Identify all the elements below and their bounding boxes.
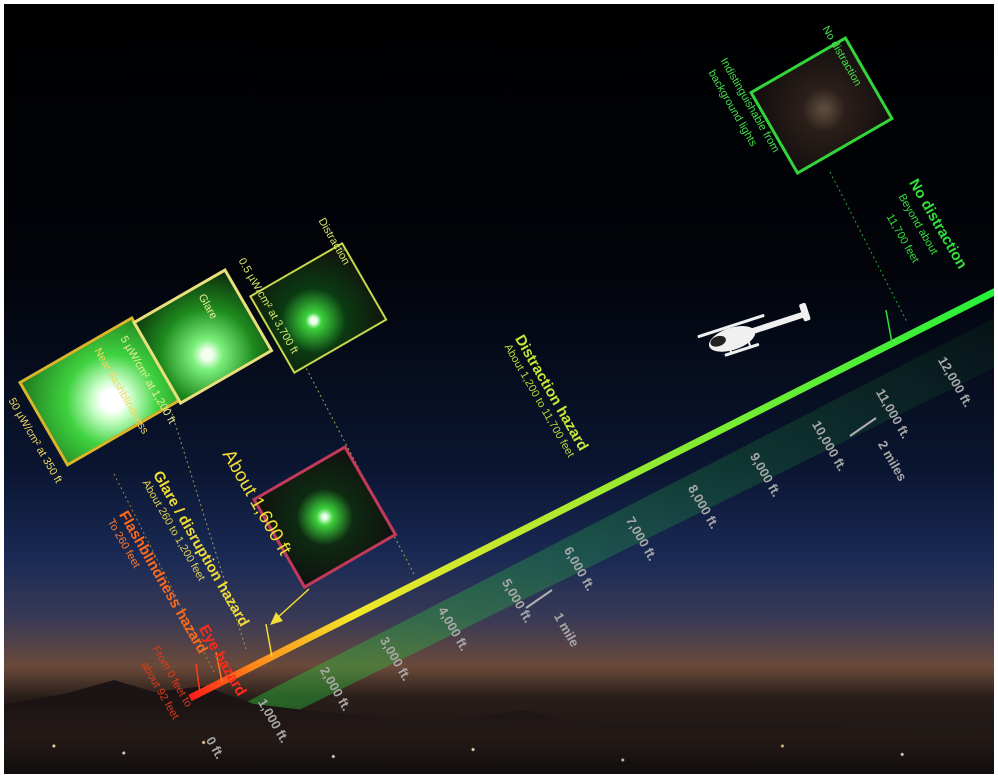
city-lights [4, 704, 994, 774]
mile-marker-2 [849, 417, 877, 437]
laser-glow [194, 318, 994, 742]
mile-marker-1 [525, 589, 553, 609]
glare-zone-tick [265, 623, 273, 658]
connector-near-flash [113, 473, 215, 673]
flash-zone-tick [215, 651, 223, 683]
arrow-1600 [275, 588, 310, 620]
laser-beam [188, 288, 994, 702]
eye-zone-tick [195, 663, 201, 694]
distraction-zone-tick [885, 309, 893, 344]
connector-no-distraction [829, 171, 908, 323]
helicopter-icon [697, 302, 811, 357]
arrow-head-1600 [270, 612, 283, 625]
beam-svg [113, 171, 994, 702]
